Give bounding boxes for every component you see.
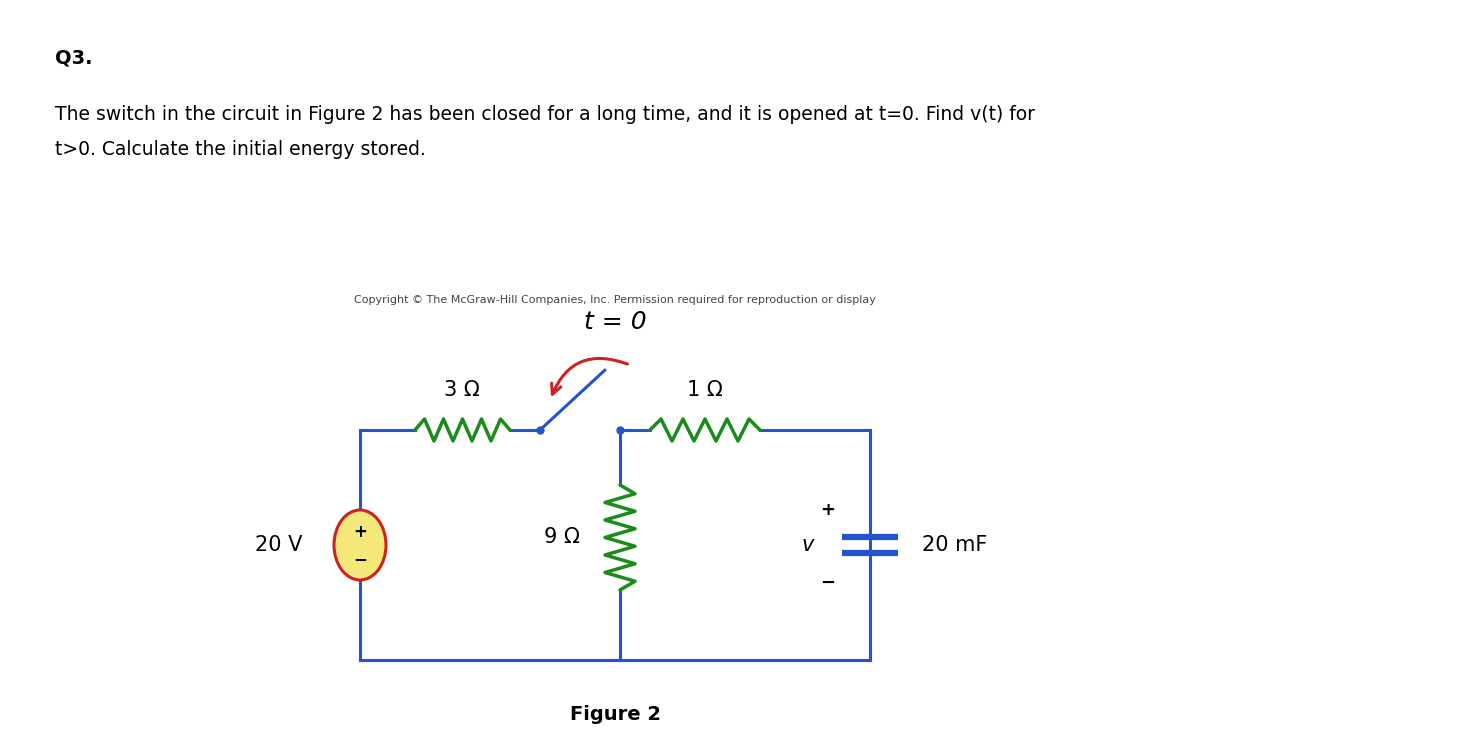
Text: +: + — [353, 523, 366, 541]
Text: Copyright © The McGraw-Hill Companies, Inc. Permission required for reproduction: Copyright © The McGraw-Hill Companies, I… — [355, 295, 876, 305]
Text: Figure 2: Figure 2 — [570, 705, 661, 724]
Text: +: + — [820, 501, 835, 519]
Text: v: v — [801, 535, 815, 555]
Text: t = 0: t = 0 — [583, 310, 646, 334]
Ellipse shape — [334, 510, 385, 580]
Text: The switch in the circuit in Figure 2 has been closed for a long time, and it is: The switch in the circuit in Figure 2 ha… — [56, 105, 1034, 124]
Text: 20 mF: 20 mF — [921, 535, 987, 555]
Text: Q3.: Q3. — [56, 48, 92, 67]
Text: −: − — [353, 550, 366, 568]
Text: 1 Ω: 1 Ω — [687, 380, 722, 400]
Text: t>0. Calculate the initial energy stored.: t>0. Calculate the initial energy stored… — [56, 140, 426, 159]
Text: −: − — [820, 574, 835, 592]
Text: 9 Ω: 9 Ω — [544, 527, 580, 547]
Text: 20 V: 20 V — [255, 535, 302, 555]
Text: 3 Ω: 3 Ω — [444, 380, 481, 400]
